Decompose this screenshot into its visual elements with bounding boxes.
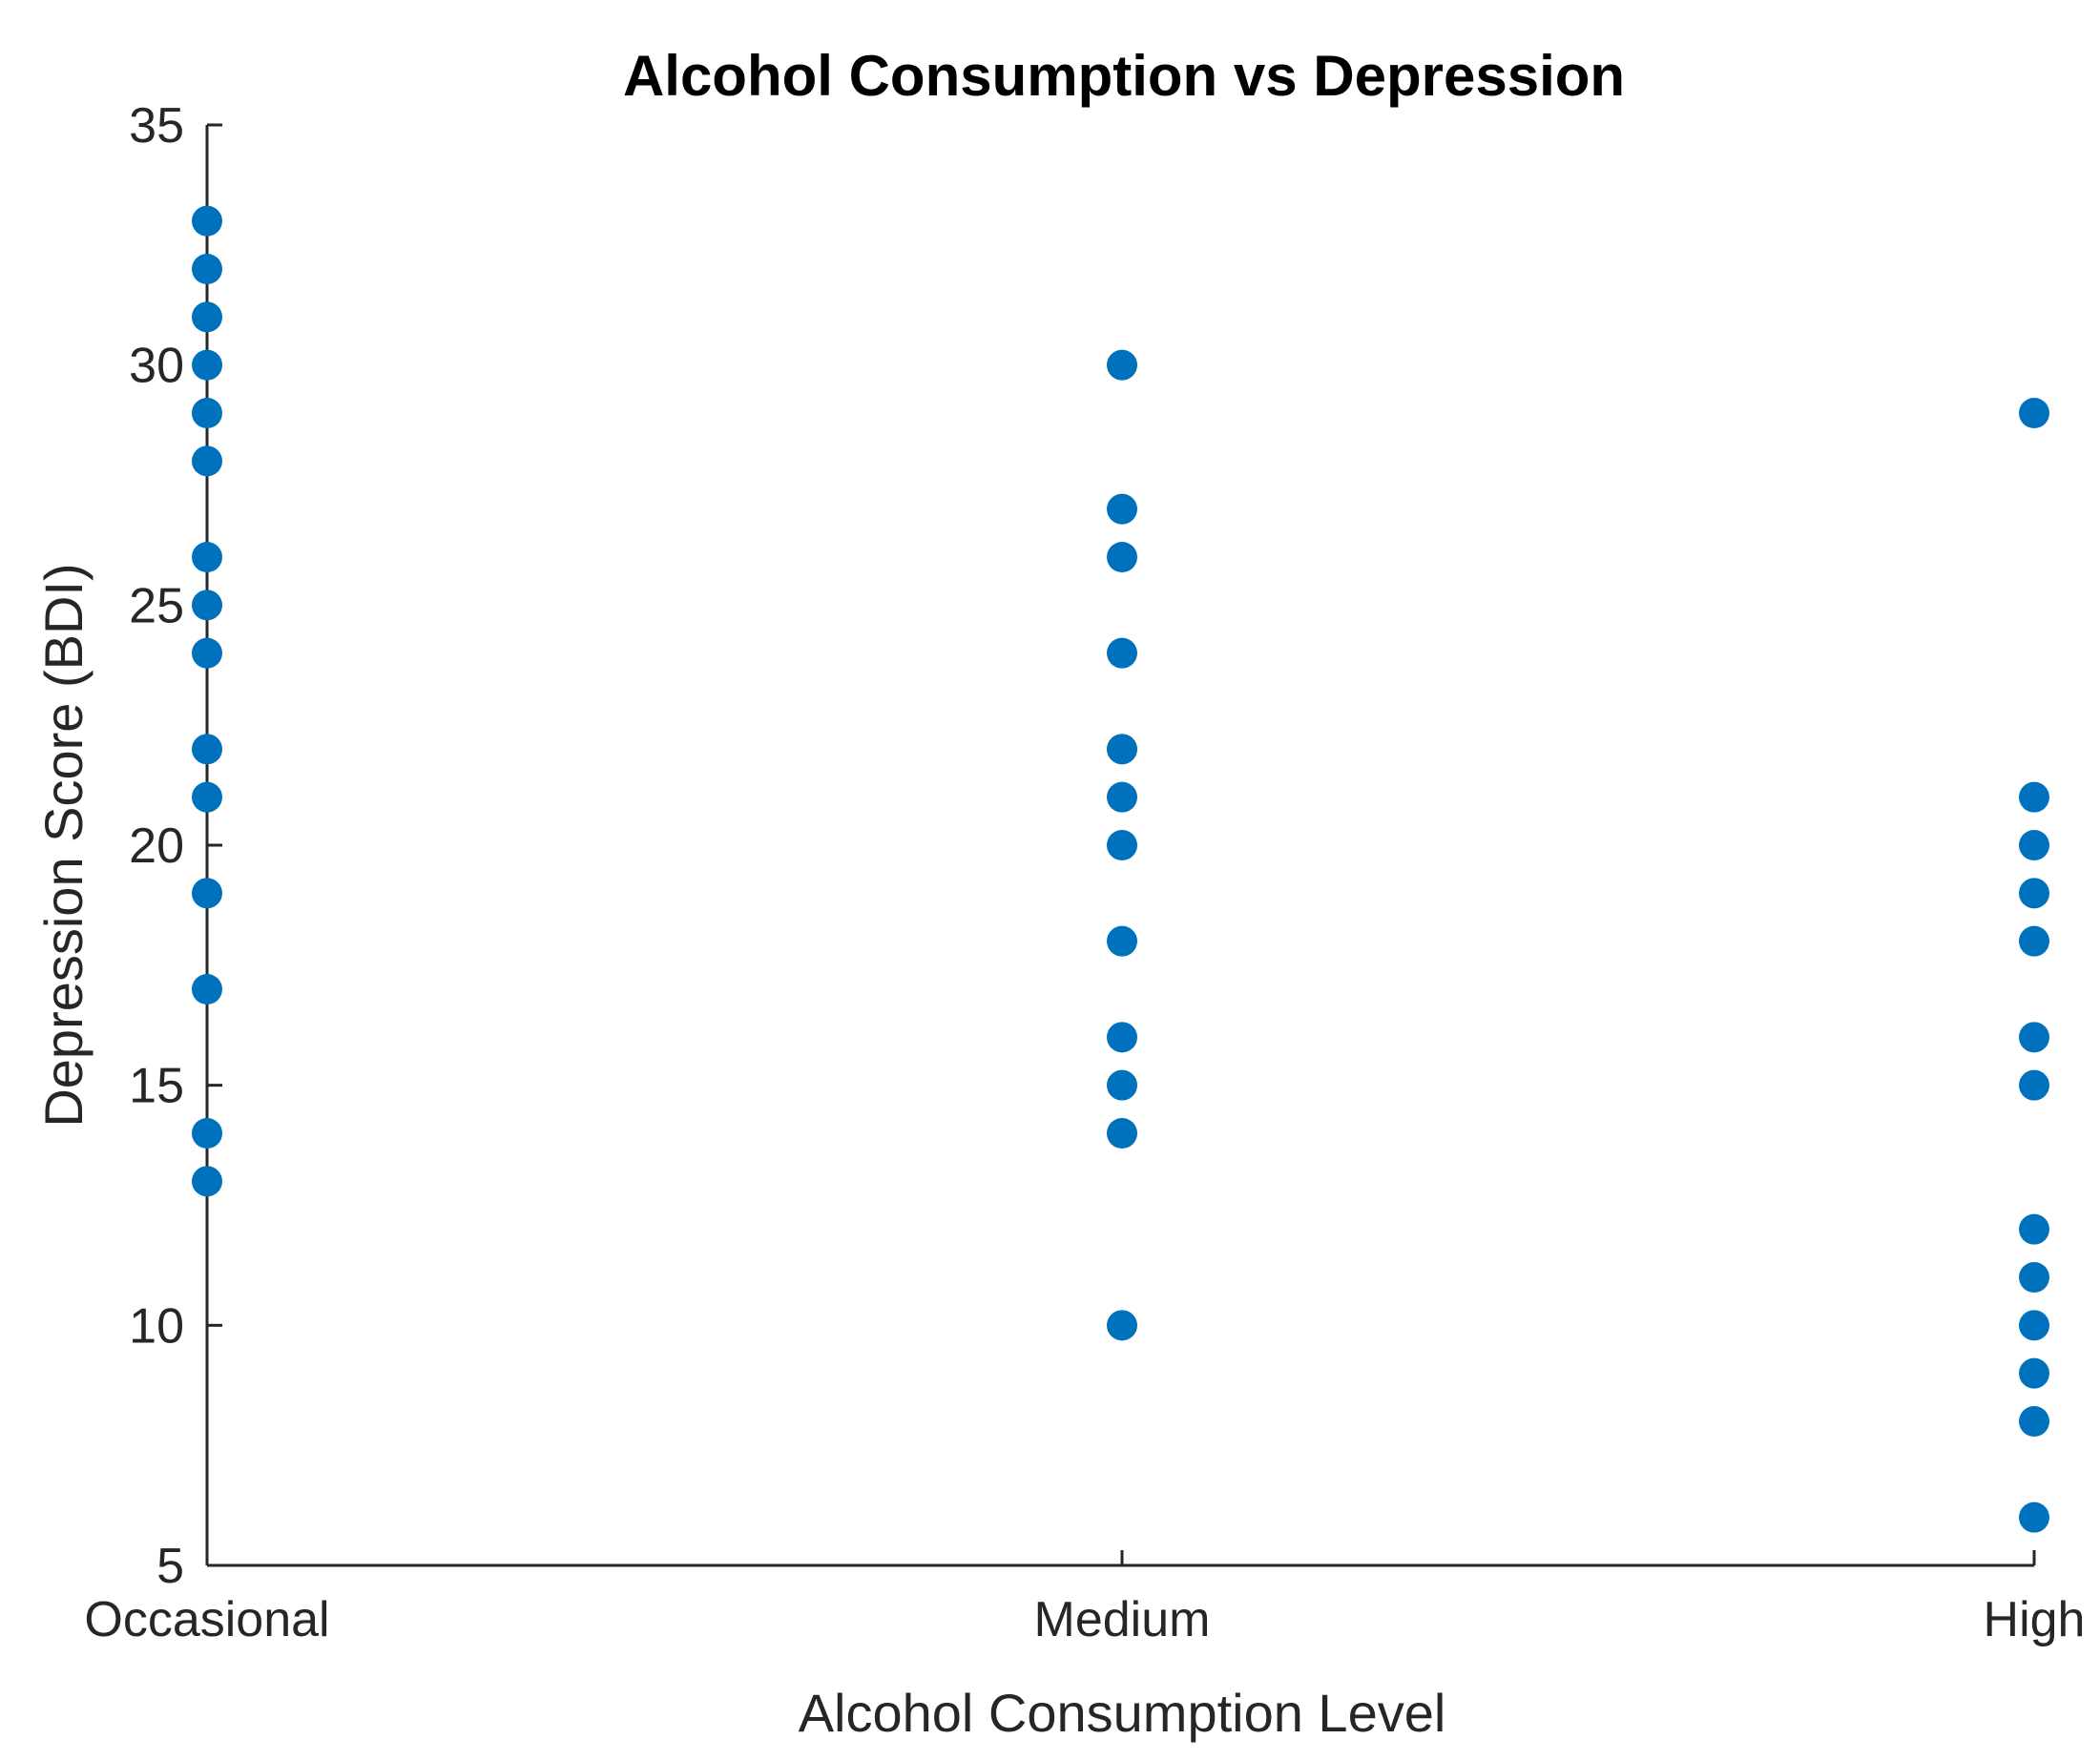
- y-tick-label: 5: [156, 1539, 184, 1594]
- data-point: [2019, 1022, 2049, 1053]
- data-point: [1107, 1118, 1137, 1149]
- y-axis-label: Depression Score (BDI): [33, 563, 94, 1127]
- y-tick-label: 35: [129, 98, 184, 154]
- data-point: [2019, 1069, 2049, 1101]
- data-point: [2019, 878, 2049, 909]
- data-point: [2019, 1406, 2049, 1437]
- y-tick-label: 15: [129, 1059, 184, 1114]
- data-point: [1107, 830, 1137, 860]
- x-ticks: Occasional Medium High: [84, 1550, 2085, 1647]
- data-point: [192, 1118, 222, 1149]
- chart-title: Alcohol Consumption vs Depression: [623, 44, 1625, 108]
- data-point: [2019, 781, 2049, 813]
- data-point: [2019, 1310, 2049, 1341]
- data-point: [192, 254, 222, 284]
- y-tick-label: 10: [129, 1298, 184, 1354]
- data-point: [2019, 1501, 2049, 1533]
- x-tick-label-occasional: Occasional: [84, 1592, 329, 1647]
- data-point: [192, 878, 222, 909]
- data-point: [192, 205, 222, 237]
- data-point: [192, 542, 222, 572]
- data-point: [1107, 925, 1137, 957]
- data-point: [2019, 925, 2049, 957]
- data-point: [192, 781, 222, 813]
- data-point: [192, 1166, 222, 1197]
- data-point: [1107, 1310, 1137, 1341]
- data-point: [192, 590, 222, 621]
- data-point: [2019, 1213, 2049, 1245]
- data-point: [1107, 493, 1137, 525]
- data-point: [2019, 398, 2049, 428]
- data-point: [2019, 1262, 2049, 1293]
- data-point: [1107, 781, 1137, 813]
- data-point: [192, 637, 222, 669]
- data-points: [192, 205, 2049, 1533]
- x-axis-label: Alcohol Consumption Level: [799, 1683, 1446, 1743]
- data-point: [1107, 349, 1137, 381]
- y-tick-label: 25: [129, 578, 184, 633]
- y-tick-label: 30: [129, 339, 184, 394]
- data-point: [2019, 1357, 2049, 1389]
- data-point: [192, 398, 222, 428]
- x-tick-label-medium: Medium: [1034, 1592, 1211, 1647]
- data-point: [1107, 1069, 1137, 1101]
- data-point: [192, 301, 222, 333]
- data-point: [192, 974, 222, 1004]
- data-point: [1107, 1022, 1137, 1053]
- data-point: [192, 734, 222, 765]
- data-point: [192, 445, 222, 477]
- data-point: [1107, 637, 1137, 669]
- data-point: [192, 349, 222, 381]
- x-tick-label-high: High: [1984, 1592, 2086, 1647]
- data-point: [2019, 830, 2049, 860]
- data-point: [1107, 542, 1137, 572]
- y-tick-label: 20: [129, 818, 184, 874]
- data-point: [1107, 734, 1137, 765]
